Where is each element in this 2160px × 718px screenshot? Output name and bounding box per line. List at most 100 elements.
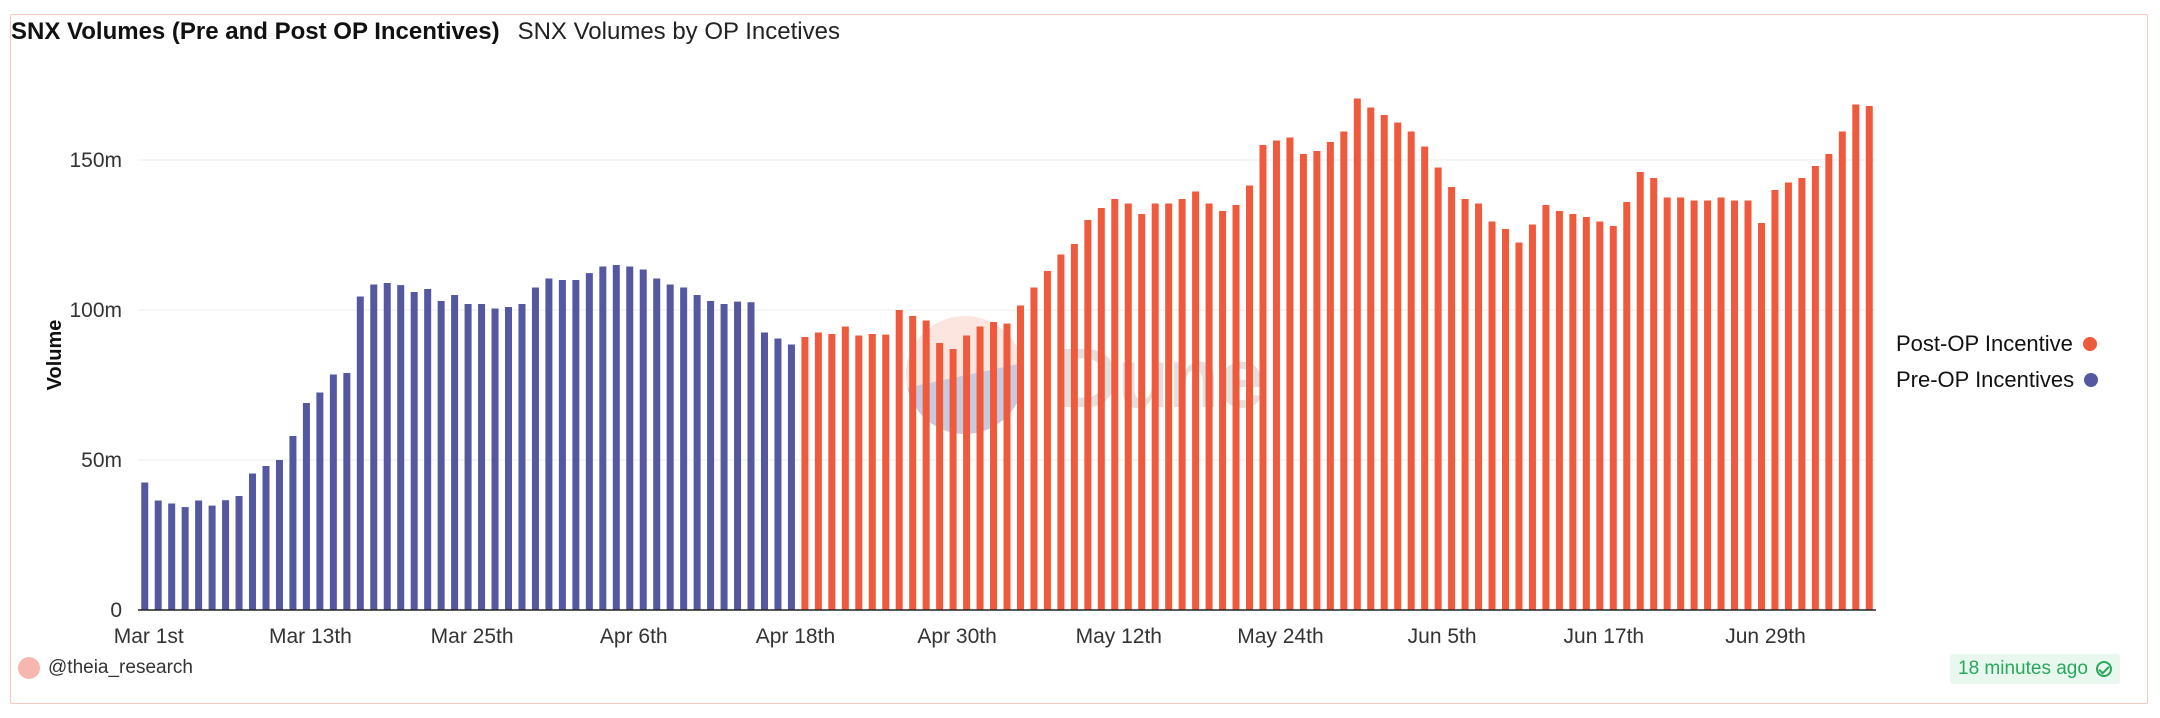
bar-post-op-incentive (1744, 200, 1752, 610)
bar-post-op-incentive (1555, 211, 1563, 610)
bar-post-op-incentive (1367, 107, 1375, 610)
bar-post-op-incentive (1731, 200, 1739, 610)
bar-post-op-incentive (1151, 203, 1159, 610)
bar-pre-op-incentives (518, 304, 526, 610)
bar-pre-op-incentives (329, 374, 337, 610)
bar-post-op-incentive (868, 334, 876, 610)
bar-post-op-incentive (1057, 254, 1065, 610)
bar-post-op-incentive (1178, 199, 1186, 610)
bar-pre-op-incentives (720, 304, 728, 610)
bar-post-op-incentive (1542, 205, 1550, 610)
bar-post-op-incentive (1138, 214, 1146, 610)
bar-pre-op-incentives (585, 273, 593, 610)
bar-post-op-incentive (1852, 104, 1860, 610)
bar-post-op-incentive (1299, 154, 1307, 610)
bar-pre-op-incentives (383, 283, 391, 610)
bar-pre-op-incentives (734, 301, 742, 610)
bar-pre-op-incentives (275, 460, 283, 610)
bar-post-op-incentive (1690, 200, 1698, 610)
bar-post-op-incentive (1340, 131, 1348, 610)
legend-item-post-op[interactable]: Post-OP Incentive (1896, 326, 2098, 362)
bar-pre-op-incentives (370, 284, 378, 610)
bar-post-op-incentive (1394, 122, 1402, 610)
bar-post-op-incentive (1272, 140, 1280, 610)
bar-post-op-incentive (1623, 202, 1631, 610)
bar-pre-op-incentives (235, 496, 243, 610)
bar-post-op-incentive (1784, 182, 1792, 610)
bar-post-op-incentive (1286, 137, 1294, 610)
x-tick-label: Apr 6th (600, 625, 668, 648)
bar-pre-op-incentives (154, 500, 162, 610)
bar-post-op-incentive (1636, 172, 1644, 610)
bar-post-op-incentive (1569, 214, 1577, 610)
bar-post-op-incentive (1016, 305, 1024, 610)
bar-post-op-incentive (1097, 208, 1105, 610)
bar-post-op-incentive (922, 320, 930, 610)
bar-pre-op-incentives (410, 292, 418, 610)
bar-post-op-incentive (909, 316, 917, 610)
bar-post-op-incentive (1865, 106, 1873, 610)
bar-pre-op-incentives (424, 289, 432, 610)
bar-post-op-incentive (1192, 191, 1200, 610)
bar-post-op-incentive (1084, 220, 1092, 610)
chart-title: SNX Volumes (Pre and Post OP Incentives) (11, 18, 500, 45)
x-tick-label: Mar 1st (114, 625, 184, 648)
y-tick-label: 0 (110, 599, 122, 622)
legend-dot-icon (2082, 337, 2097, 351)
bar-post-op-incentive (1811, 166, 1819, 610)
avatar (18, 657, 40, 679)
bar-post-op-incentive (1124, 203, 1132, 610)
x-tick-label: Jun 5th (1408, 625, 1477, 648)
bar-post-op-incentive (1003, 323, 1011, 610)
legend-item-pre-op[interactable]: Pre-OP Incentives (1896, 362, 2099, 398)
bar-post-op-incentive (1434, 167, 1442, 610)
legend-label: Post-OP Incentive (1896, 331, 2073, 356)
y-tick-label: 50m (81, 449, 122, 472)
bar-post-op-incentive (1704, 200, 1712, 610)
bar-pre-op-incentives (707, 301, 715, 610)
bar-pre-op-incentives (760, 332, 768, 610)
bar-pre-op-incentives (168, 503, 176, 610)
bar-post-op-incentive (1838, 131, 1846, 610)
bar-post-op-incentive (828, 334, 836, 610)
bar-post-op-incentive (1475, 203, 1483, 610)
last-updated-badge[interactable]: 18 minutes ago (1950, 654, 2120, 684)
x-tick-label: Mar 13th (269, 625, 352, 648)
bar-pre-op-incentives (302, 403, 310, 610)
y-axis-label: Volume (44, 320, 66, 391)
bar-post-op-incentive (1165, 203, 1173, 610)
bar-post-op-incentive (1663, 197, 1671, 610)
bar-pre-op-incentives (505, 307, 513, 610)
bar-post-op-incentive (1421, 146, 1429, 610)
bar-pre-op-incentives (343, 373, 351, 610)
y-tick-label: 150m (69, 149, 122, 172)
bar-pre-op-incentives (141, 482, 149, 610)
bar-pre-op-incentives (572, 280, 580, 610)
author-name: @theia_research (48, 657, 193, 678)
author-link[interactable]: @theia_research (18, 657, 193, 679)
bar-pre-op-incentives (262, 466, 270, 610)
dune-watermark: Dune (1058, 331, 1265, 425)
bar-pre-op-incentives (747, 302, 755, 610)
bar-pre-op-incentives (545, 278, 553, 610)
x-tick-label: May 24th (1237, 625, 1323, 648)
bar-post-op-incentive (1825, 154, 1833, 610)
bar-pre-op-incentives (653, 278, 661, 610)
bar-post-op-incentive (1528, 224, 1536, 610)
bar-pre-op-incentives (451, 295, 459, 610)
legend: Post-OP Incentive Pre-OP Incentives (1896, 326, 2099, 398)
legend-dot-icon (2084, 373, 2099, 387)
bar-post-op-incentive (1232, 205, 1240, 610)
bar-pre-op-incentives (666, 284, 674, 610)
bar-post-op-incentive (855, 335, 863, 610)
bar-pre-op-incentives (693, 295, 701, 610)
bar-post-op-incentive (949, 349, 957, 610)
bar-post-op-incentive (1798, 178, 1806, 610)
bar-pre-op-incentives (437, 301, 445, 610)
bar-pre-op-incentives (289, 436, 297, 610)
bar-pre-op-incentives (774, 338, 782, 610)
bar-pre-op-incentives (491, 308, 499, 610)
bar-post-op-incentive (1043, 271, 1051, 610)
bar-pre-op-incentives (478, 304, 486, 610)
chart-subtitle: SNX Volumes by OP Incetives (517, 18, 840, 45)
